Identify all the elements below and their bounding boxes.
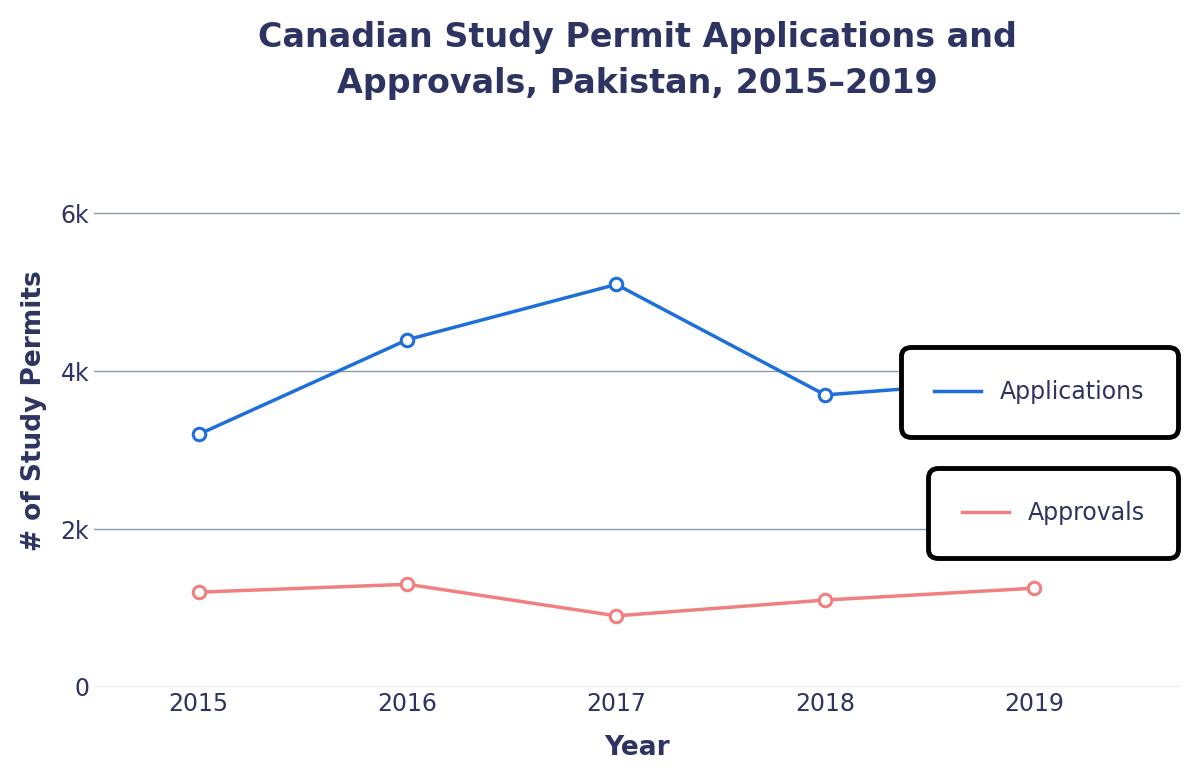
Title: Canadian Study Permit Applications and
Approvals, Pakistan, 2015–2019: Canadian Study Permit Applications and A…: [258, 21, 1016, 100]
Legend: Approvals: Approvals: [938, 478, 1169, 549]
X-axis label: Year: Year: [604, 735, 670, 761]
Y-axis label: # of Study Permits: # of Study Permits: [20, 271, 47, 551]
